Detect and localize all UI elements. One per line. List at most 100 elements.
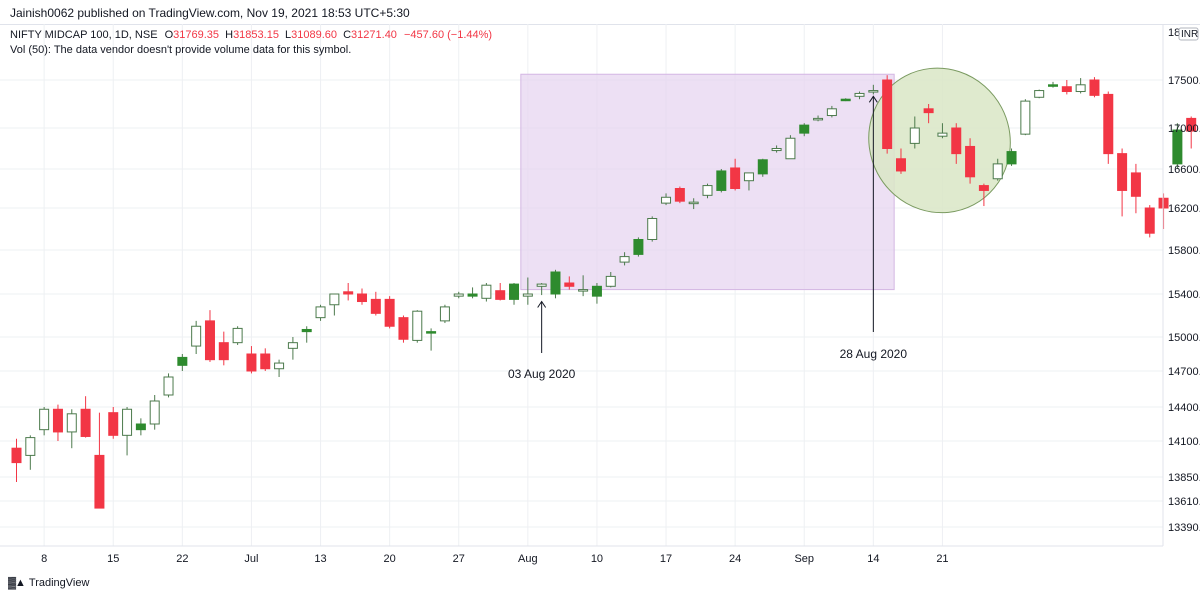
time-tick-label: 27 bbox=[453, 553, 465, 565]
candle-body bbox=[757, 159, 768, 175]
candle bbox=[232, 326, 243, 345]
candle-body bbox=[260, 353, 271, 370]
candle-body bbox=[633, 239, 644, 255]
price-tick-label: 13850.00 bbox=[1168, 472, 1200, 484]
time-tick-label: 10 bbox=[591, 553, 603, 565]
candle-body bbox=[301, 328, 312, 333]
candle-body bbox=[688, 201, 699, 205]
candle-body bbox=[674, 188, 685, 202]
candle bbox=[1144, 205, 1155, 238]
candle-body bbox=[149, 400, 160, 425]
candle-body bbox=[384, 298, 395, 327]
candle-body bbox=[868, 90, 879, 93]
candle-body bbox=[509, 283, 520, 300]
candle-body bbox=[343, 291, 354, 295]
candle-body bbox=[1186, 117, 1197, 132]
candle-body bbox=[1130, 172, 1141, 197]
candle bbox=[951, 123, 962, 164]
legend-o-value: 31769.35 bbox=[173, 29, 219, 41]
candle bbox=[149, 395, 160, 430]
tradingview-mark-icon: ▓▲ bbox=[8, 577, 26, 589]
candle-body bbox=[799, 124, 810, 134]
candle bbox=[840, 98, 851, 102]
candle bbox=[757, 158, 768, 177]
candle-body bbox=[978, 185, 989, 191]
candle bbox=[978, 183, 989, 207]
candle-body bbox=[329, 293, 340, 306]
candle-body bbox=[564, 282, 575, 287]
candle bbox=[218, 331, 229, 366]
candle-body bbox=[94, 454, 105, 509]
price-tick-label: 14100.00 bbox=[1168, 436, 1200, 448]
candle bbox=[343, 283, 354, 301]
candle bbox=[895, 148, 906, 174]
candle bbox=[522, 277, 533, 305]
time-tick-label: 15 bbox=[107, 553, 119, 565]
candle-body bbox=[453, 293, 464, 297]
time-tick-label: 22 bbox=[176, 553, 188, 565]
candle-body bbox=[204, 320, 215, 361]
candle-body bbox=[246, 353, 257, 372]
arrow-head-icon bbox=[868, 95, 878, 103]
candle-body bbox=[439, 306, 450, 322]
candle bbox=[412, 310, 423, 343]
candle bbox=[1006, 148, 1017, 166]
time-tick-label: 14 bbox=[867, 553, 879, 565]
candle bbox=[702, 183, 713, 199]
time-tick-label: Aug bbox=[518, 553, 538, 565]
highlight-rectangle[interactable] bbox=[520, 73, 895, 291]
candle bbox=[882, 75, 893, 154]
candle bbox=[80, 396, 91, 438]
candle bbox=[384, 296, 395, 329]
candle bbox=[868, 84, 879, 95]
candle-body bbox=[218, 342, 229, 361]
candle bbox=[785, 135, 796, 160]
candle bbox=[909, 116, 920, 149]
candle-body bbox=[177, 356, 188, 366]
candle-body bbox=[730, 167, 741, 190]
candle-body bbox=[522, 293, 533, 297]
candle-body bbox=[536, 283, 547, 287]
candle bbox=[260, 348, 271, 371]
time-tick-label: 24 bbox=[729, 553, 741, 565]
candle bbox=[1103, 91, 1114, 164]
candle bbox=[315, 304, 326, 321]
price-scale[interactable]: 13390.00 13610.00 13850.00 14100.00 14400.00… bbox=[1168, 75, 1200, 534]
candle bbox=[688, 198, 699, 210]
candle bbox=[135, 418, 146, 436]
candle bbox=[730, 158, 741, 191]
volume-note: Vol (50): The data vendor doesn't provid… bbox=[10, 44, 351, 56]
candle-body bbox=[1075, 84, 1086, 93]
candle bbox=[992, 158, 1003, 181]
candle-body bbox=[743, 172, 754, 182]
candle-body bbox=[1020, 100, 1031, 135]
candle bbox=[66, 409, 77, 449]
candle bbox=[357, 288, 367, 305]
candle-body bbox=[1034, 90, 1045, 98]
candle-body bbox=[1006, 151, 1017, 165]
candle bbox=[191, 320, 202, 354]
tradingview-brand: TradingView bbox=[28, 577, 90, 589]
candle-body bbox=[1103, 93, 1114, 155]
candle bbox=[1089, 77, 1100, 98]
candle bbox=[1061, 80, 1072, 95]
candle-body bbox=[135, 423, 146, 431]
time-tick-label: 13 bbox=[314, 553, 326, 565]
time-tick-label: 21 bbox=[936, 553, 948, 565]
price-tick-label: 14400.00 bbox=[1168, 402, 1200, 414]
candle bbox=[743, 172, 754, 191]
candle-body bbox=[854, 92, 865, 97]
currency-badge bbox=[1178, 27, 1199, 41]
time-scale[interactable]: 8 15 22 Jul 13 20 27 Aug 10 17 24 Sep 14 21 bbox=[41, 553, 948, 565]
legend-h-value: 31853.15 bbox=[233, 29, 279, 41]
candle-body bbox=[785, 137, 796, 160]
candle-body bbox=[813, 117, 824, 121]
candle bbox=[674, 186, 685, 204]
legend-c-label: C bbox=[343, 29, 351, 41]
price-tick-label: 17500.00 bbox=[1168, 75, 1200, 87]
candle bbox=[813, 115, 824, 122]
candle bbox=[453, 291, 464, 299]
candle bbox=[1172, 123, 1183, 169]
candle bbox=[1186, 116, 1197, 149]
